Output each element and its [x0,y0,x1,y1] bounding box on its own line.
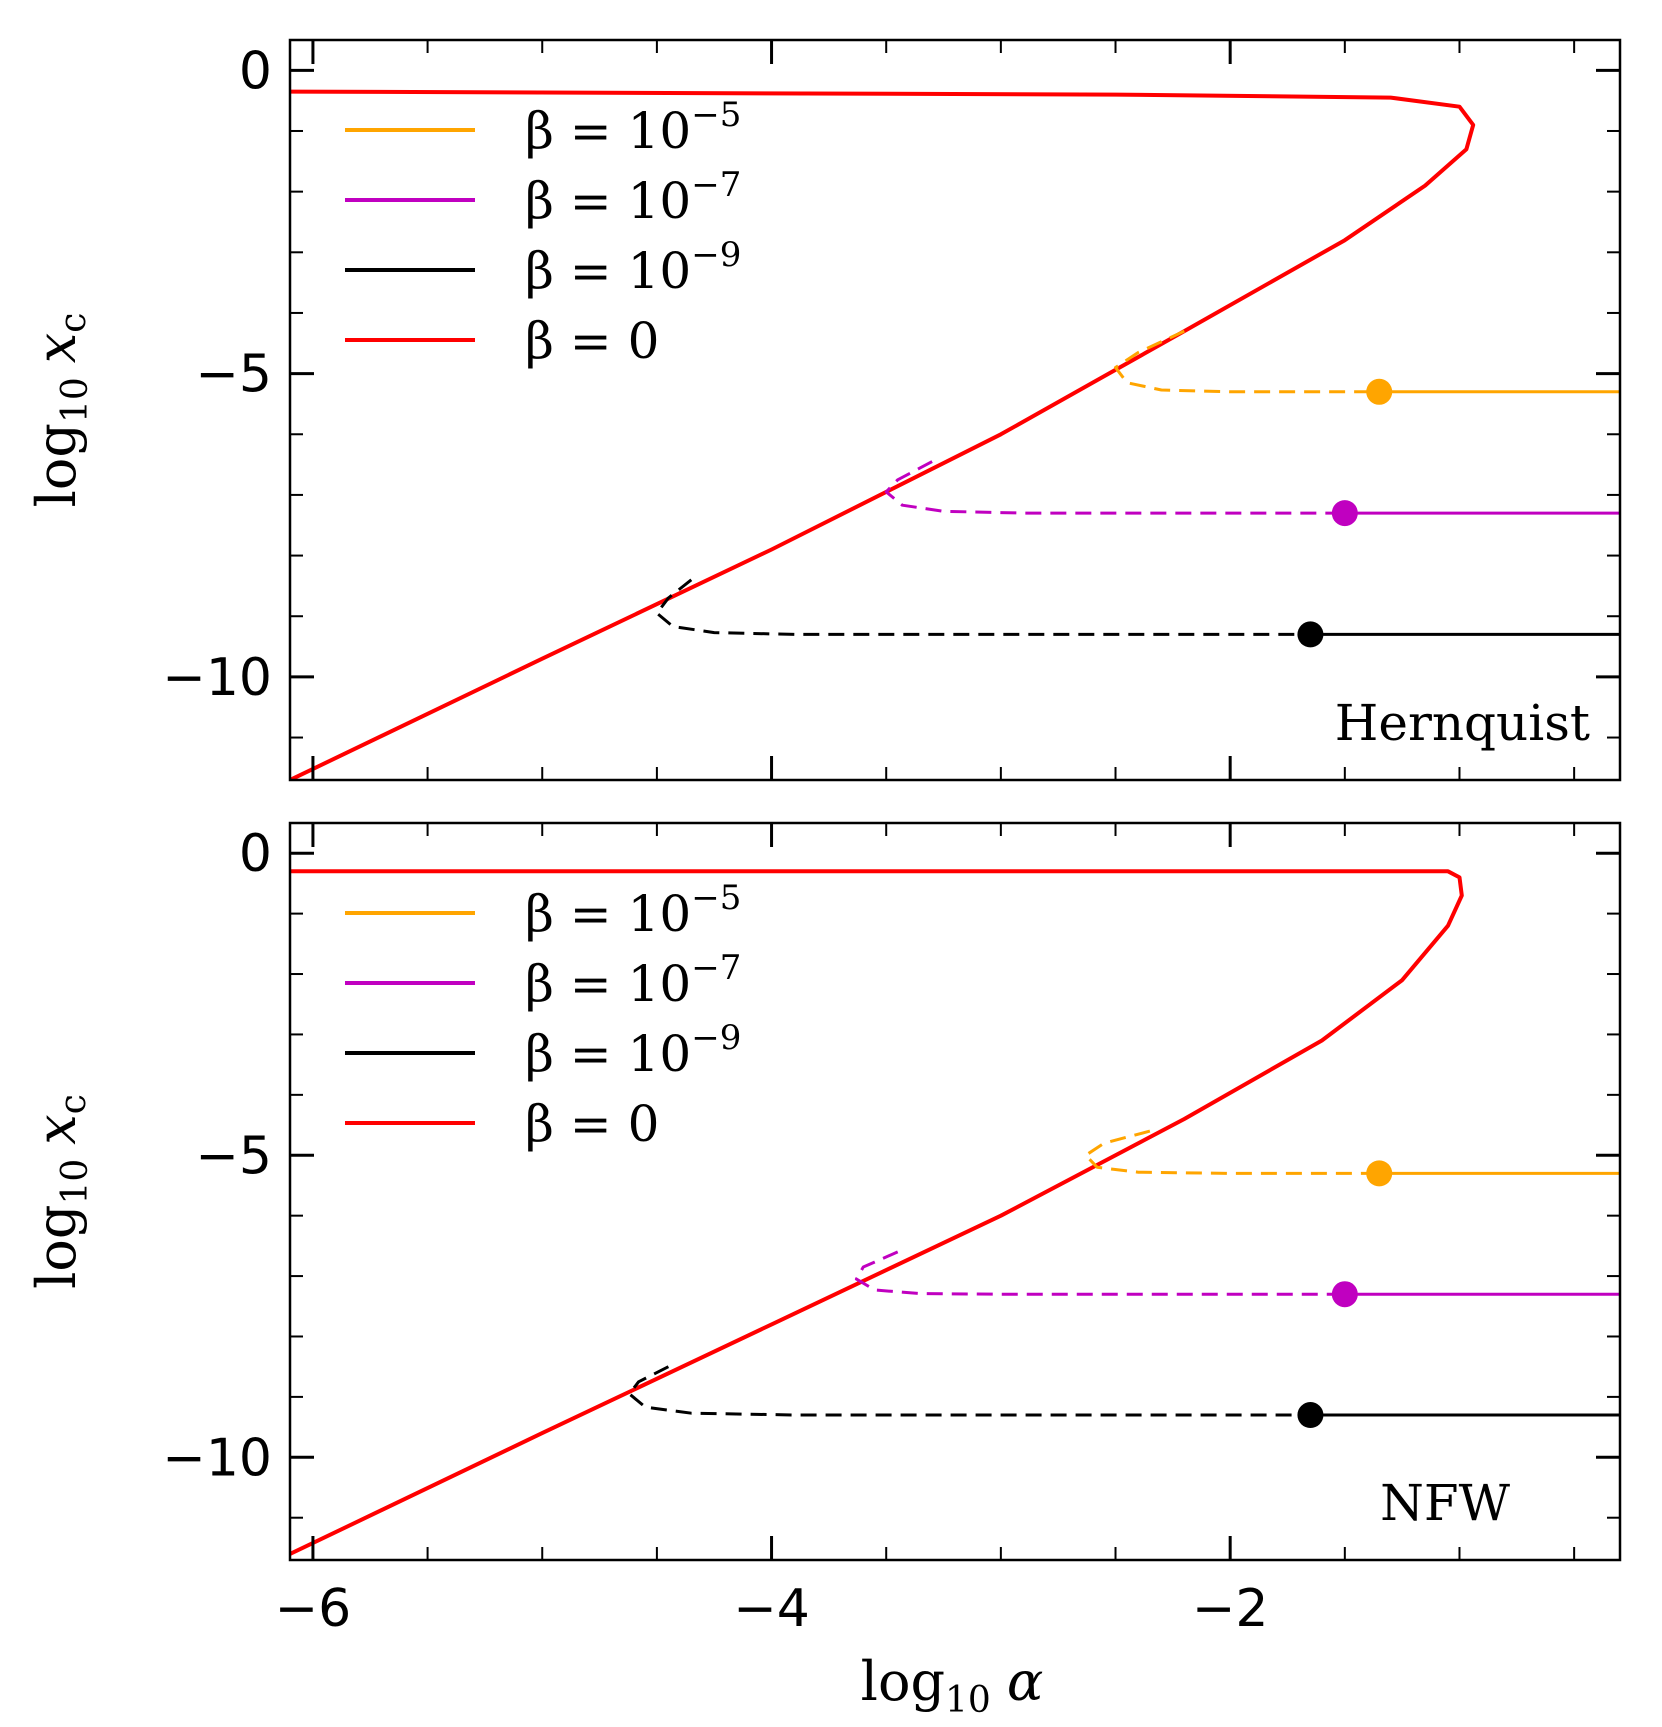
x-axis-label: log10 α [861,1650,1044,1721]
legend-label: β = 10−5 [525,95,741,160]
x-axis-label-var: α [1007,1650,1043,1713]
legend-label: β = 10−9 [525,235,741,300]
legend-label-base: β = 0 [525,1095,659,1153]
legend-label: β = 10−7 [525,165,741,230]
legend-label-exponent: −9 [691,1018,741,1058]
y-tick-label: 0 [239,824,272,884]
series-line [290,869,1464,1556]
x-axis-label-sub: 10 [945,1680,991,1721]
y-axis-label-sub: 10 [55,377,96,423]
legend-label-exponent: −7 [691,165,741,205]
series-line [627,1365,1311,1417]
y-axis-label: log10 xc [25,313,96,508]
legend-label-base: β = 10 [525,885,691,943]
legend-label: β = 10−7 [525,948,741,1013]
y-tick-label: −5 [195,1126,272,1186]
y-axis-label-var: x [25,333,88,363]
critical-point-marker [1297,1402,1324,1429]
axes-frame [288,38,1622,782]
legend-label-exponent: −5 [691,95,741,135]
y-axis-label: log10 xc [25,1094,96,1289]
y-axis-label-log: log [25,423,88,507]
critical-point-marker [1366,1160,1393,1187]
legend: β = 10−5β = 10−7β = 10−9β = 0 [345,878,741,1153]
x-tick-label: −4 [733,1579,810,1639]
legend: β = 10−5β = 10−7β = 10−9β = 0 [345,95,741,370]
legend-label-exponent: −5 [691,878,741,918]
series-line [1114,329,1380,394]
y-axis-label-sub: 10 [55,1159,96,1205]
plot-area [290,869,1620,1556]
series-line [854,1250,1345,1296]
y-tick-label: 0 [239,41,272,101]
panel-nfw: 0−5−10 β = 10−5β = 10−7β = 10−9β = 0 NFW… [25,821,1622,1639]
legend-label-base: β = 10 [525,1025,691,1083]
legend-label-base: β = 10 [525,955,691,1013]
panel-label: Hernquist [1335,694,1590,752]
y-tick-label: −10 [162,1428,272,1488]
y-axis-label-log: log [25,1205,88,1289]
x-tick-label: −2 [1192,1579,1269,1639]
legend-label-exponent: −7 [691,948,741,988]
x-tick-label: −6 [275,1579,352,1639]
legend-label-base: β = 10 [525,242,691,300]
legend-label-base: β = 10 [525,172,691,230]
tick-marks [290,823,1620,1560]
legend-label: β = 10−9 [525,1018,741,1083]
y-axis-label-var: x [25,1114,88,1144]
plot-area [290,89,1620,780]
axes-frame [288,821,1622,1562]
y-tick-label: −10 [162,648,272,708]
y-axis-label-var-sub: c [53,313,94,333]
series-line [290,89,1476,780]
critical-point-marker [1366,378,1393,405]
panel-hernquist: 0−5−10 β = 10−5β = 10−7β = 10−9β = 0 Her… [25,38,1622,782]
legend-label: β = 0 [525,312,659,370]
y-axis-label-var-sub: c [53,1094,94,1114]
x-tick-labels: −6 −4 −2 [275,1579,1269,1639]
critical-point-marker [1297,621,1324,648]
y-tick-label: −5 [195,345,272,405]
legend-label: β = 10−5 [525,878,741,943]
series-line [655,578,1311,636]
series-line [884,460,1345,515]
legend-label-base: β = 10 [525,102,691,160]
series-line [1084,1129,1380,1175]
critical-point-marker [1331,500,1358,527]
legend-label: β = 0 [525,1095,659,1153]
y-tick-labels: 0 −5 −10 [162,41,272,708]
x-axis-label-log: log [861,1650,945,1713]
panel-label: NFW [1380,1474,1510,1532]
critical-point-marker [1331,1281,1358,1308]
y-tick-labels: 0 −5 −10 [162,824,272,1488]
legend-label-exponent: −9 [691,235,741,275]
tick-marks [290,40,1620,780]
legend-label-base: β = 0 [525,312,659,370]
